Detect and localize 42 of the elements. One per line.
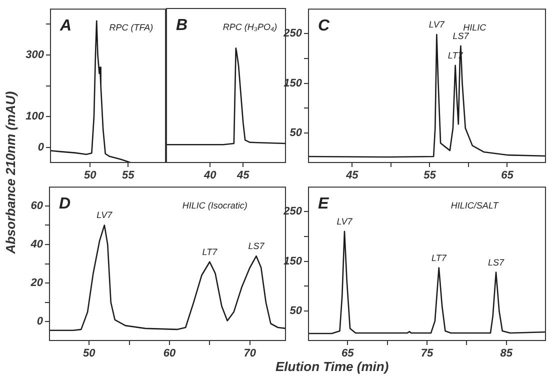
x-tick-label: 65 [342,348,355,360]
y-tick-label: 60 [30,200,44,212]
annotation: LT7 [431,252,448,263]
chart-subtitle: RPC (H₃PO₄) [222,22,278,32]
text: C [318,18,330,35]
x-tick-label: 40 [203,170,218,182]
y-tick-label: 100 [26,110,45,123]
x-tick-label: 75 [420,348,434,360]
x-tick-label: 55 [424,170,437,182]
text: HILIC/SALT [450,200,500,211]
x-tick-label: 55 [122,170,136,182]
y-tick-label: 20 [30,277,44,290]
x-tick-label: 85 [500,348,514,360]
text: HILIC (Isocratic) [182,200,248,211]
y-tick-label: 0 [38,142,45,154]
x-tick-label: 65 [501,170,514,182]
text: D [59,196,71,213]
x-axis-title: Elution Time (min) [276,359,389,374]
annotation: LV7 [96,210,114,220]
annotation: LV7 [336,216,354,226]
text: A [59,18,72,35]
x-tick-label: 50 [84,170,98,182]
chart-title: B [176,17,188,34]
annotation: LV7 [428,20,446,30]
text: HILIC [463,22,487,33]
x-tick-label: 50 [83,348,96,360]
annotation: LS7 [452,30,470,41]
x-tick-label: 70 [244,348,257,360]
x-tick-label: 45 [236,170,250,182]
y-tick-label: 0 [36,316,44,328]
y-tick-label: 300 [26,48,45,61]
y-tick-label: 50 [290,305,303,318]
x-tick-label: 45 [345,170,360,182]
x-tick-label: 60 [163,348,176,360]
annotation: LS7 [248,241,266,252]
text: RPC (TFA) [109,22,154,33]
y-tick-label: 40 [30,238,44,251]
text: E [318,196,330,213]
annotation: LS7 [488,257,506,268]
y-tick-label: 50 [290,127,303,140]
annotation: LT7 [202,246,218,257]
y-axis-title: Absorbance 210nm (mAU) [2,90,18,254]
